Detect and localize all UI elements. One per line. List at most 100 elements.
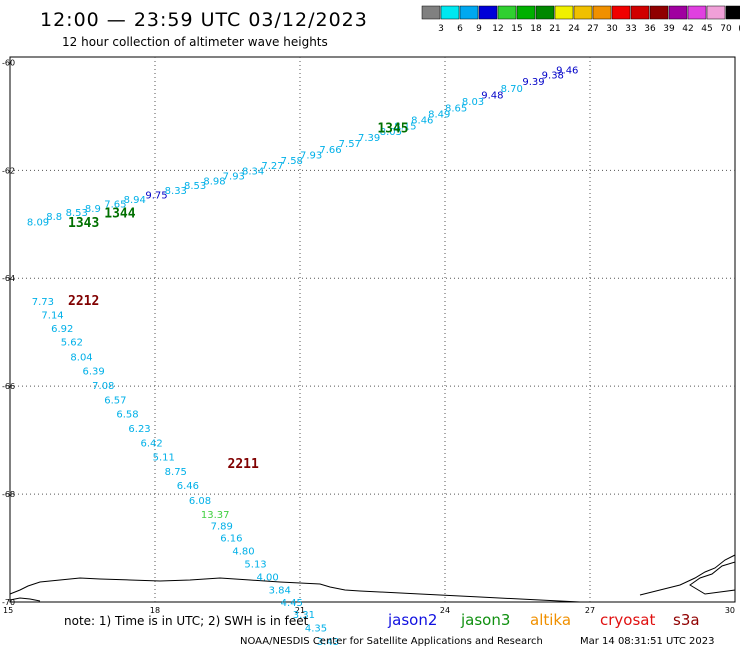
scale-label: 70 — [720, 24, 732, 34]
wave-height-value: 8.46 — [411, 115, 433, 126]
axis-ticks: 15 18 21 24 27 30 -60 -62 -64 -66 -68 -70 — [2, 58, 735, 615]
wave-height-value: 8.70 — [501, 84, 523, 95]
scale-label: 30 — [606, 24, 618, 34]
wave-height-value: 4.35 — [305, 624, 327, 635]
wave-height-value: 7.58 — [281, 156, 303, 167]
wave-height-value: 7.65 — [104, 200, 126, 211]
wave-height-value: 6.92 — [51, 324, 73, 335]
scale-label: 6 — [457, 24, 463, 34]
y-tick-label: -68 — [2, 490, 15, 499]
wave-height-value: 7.89 — [211, 522, 233, 533]
scale-swatch — [421, 5, 441, 20]
x-tick-label: 21 — [295, 606, 305, 615]
wave-height-value: 6.57 — [104, 395, 126, 406]
satellite-legend: jason2 jason3 altika cryosat s3a — [387, 611, 700, 629]
wave-height-value: 8.8 — [46, 212, 62, 223]
wave-height-value: 8.53 — [66, 208, 88, 219]
plot-frame — [9, 56, 736, 603]
scale-swatch — [592, 5, 612, 20]
satellite-name-s3a: s3a — [673, 611, 700, 629]
scale-label: 21 — [549, 24, 560, 34]
x-tick-label: 18 — [150, 606, 160, 615]
y-tick-label: -60 — [2, 58, 15, 67]
wave-height-value: 5.11 — [153, 453, 175, 464]
y-tick-label: -70 — [2, 598, 15, 607]
scale-label: 12 — [492, 24, 503, 34]
wave-height-value: 8.03 — [462, 97, 484, 108]
scale-label: 39 — [663, 24, 675, 34]
wave-height-value: 6.16 — [220, 534, 242, 545]
coastline — [9, 577, 581, 603]
wave-height-value: 7.57 — [339, 139, 361, 150]
wave-height-value: 7.66 — [319, 145, 341, 156]
wave-height-value: 6.23 — [128, 424, 150, 435]
wave-height-value: 8.05 — [380, 127, 402, 138]
scale-swatch — [516, 5, 536, 20]
satellite-name-altika: altika — [530, 611, 571, 629]
satellite-name-jason2: jason2 — [387, 611, 437, 629]
pass-labels: 1343 1344 1345 2212 2211 — [68, 122, 409, 473]
coastline-southwest — [9, 597, 41, 602]
chart-subtitle: 12 hour collection of altimeter wave hei… — [62, 35, 328, 49]
scale-label: 3 — [438, 24, 444, 34]
x-tick-label: 24 — [440, 606, 450, 615]
wave-height-value: 9.75 — [145, 190, 167, 201]
scale-swatch — [440, 5, 460, 20]
wave-height-value: 8.53 — [184, 181, 206, 192]
y-tick-label: -62 — [2, 166, 15, 175]
scale-swatch — [687, 5, 707, 20]
wave-height-value: 9.39 — [522, 77, 544, 88]
satellite-name-cryosat: cryosat — [600, 611, 655, 629]
footer-note: note: 1) Time is in UTC; 2) SWH is in fe… — [64, 614, 309, 628]
scale-swatch — [630, 5, 650, 20]
wave-height-value: 9.38 — [542, 71, 564, 82]
pass-number-label: 2212 — [68, 294, 99, 309]
satellite-name-jason3: jason3 — [460, 611, 510, 629]
scale-swatch — [649, 5, 669, 20]
wave-height-value: 8.09 — [27, 217, 49, 228]
wave-height-value: 9.46 — [556, 66, 578, 77]
scale-label: 27 — [587, 24, 598, 34]
wave-height-value: 9.48 — [481, 91, 503, 102]
wave-height-value: 7.93 — [300, 150, 322, 161]
wave-height-value: 8.75 — [165, 467, 187, 478]
scale-swatch — [611, 5, 631, 20]
wave-height-points: 8.098.8 8.538.9 7.658.94 9.758.338.538.987.… — [27, 66, 579, 648]
scale-label: 36 — [644, 24, 656, 34]
wave-height-value: 8.94 — [124, 195, 146, 206]
wave-height-value: 8.49 — [428, 109, 450, 120]
scale-label: 45 — [701, 24, 712, 34]
wave-height-value: 6.08 — [189, 496, 211, 507]
wave-height-value: 7.08 — [92, 381, 114, 392]
chart-title: 12:00 — 23:59 UTC 03/12/2023 — [40, 9, 368, 31]
credit-text: NOAA/NESDIS Center for Satellite Applica… — [240, 636, 543, 647]
wave-height-value: 7.14 — [41, 311, 63, 322]
scale-swatch — [497, 5, 517, 20]
wave-height-value: 8.04 — [70, 352, 92, 363]
y-tick-label: -64 — [2, 274, 15, 283]
scale-label: (ft) — [738, 24, 740, 34]
wave-height-value: 6.46 — [177, 481, 199, 492]
scale-label: 42 — [682, 24, 693, 34]
x-tick-label: 27 — [585, 606, 595, 615]
pass-number-label: 1343 — [68, 216, 99, 231]
scale-swatch — [478, 5, 498, 20]
wave-height-value: 8.15 — [394, 121, 416, 132]
wave-height-value: 8.65 — [445, 104, 467, 115]
wave-height-value: 4.00 — [257, 572, 279, 583]
wave-height-value: 7.39 — [358, 133, 380, 144]
wave-height-value: 6.42 — [141, 439, 163, 450]
wave-height-value: 3.84 — [269, 585, 291, 596]
wave-height-value: 5.13 — [244, 559, 266, 570]
scale-swatch — [459, 5, 479, 20]
scale-swatch — [554, 5, 574, 20]
wave-height-value: 8.34 — [242, 167, 264, 178]
scale-swatch — [535, 5, 555, 20]
wave-height-value: 8.98 — [203, 176, 225, 187]
scale-label: 15 — [511, 24, 522, 34]
coastline-island — [689, 561, 736, 595]
wave-height-value: 4.45 — [281, 598, 303, 609]
wave-height-value: 7.73 — [32, 297, 54, 308]
